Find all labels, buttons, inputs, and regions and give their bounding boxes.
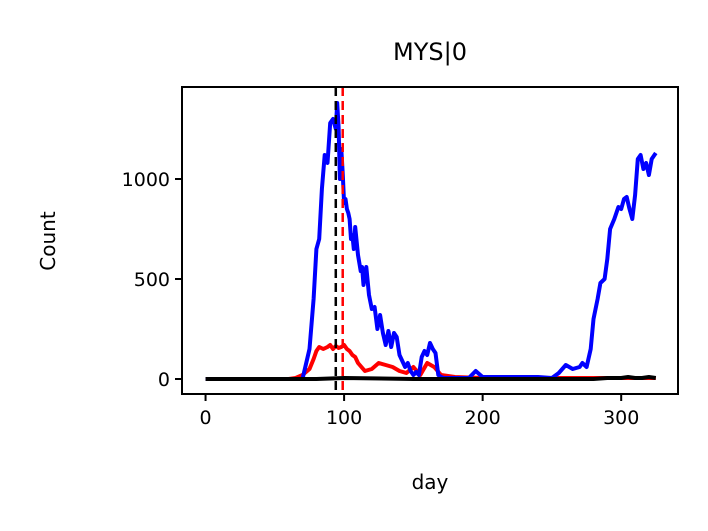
series-line-2 — [205, 375, 657, 381]
x-tick-label: 300 — [603, 407, 639, 429]
x-tick-label: 200 — [465, 407, 501, 429]
y-axis-ticks: 0 500 1000 — [122, 169, 182, 391]
x-tick-label: 100 — [326, 407, 362, 429]
x-axis-label: day — [412, 470, 449, 494]
x-axis-ticks: 0 100 200 300 — [200, 394, 639, 429]
series-line-0 — [205, 101, 658, 381]
plot-frame — [181, 86, 679, 395]
y-tick-label: 500 — [134, 269, 170, 291]
y-axis-label: Count — [36, 211, 60, 271]
y-tick-label: 0 — [158, 369, 170, 391]
plot-lines — [205, 87, 658, 394]
x-tick-label: 0 — [200, 407, 212, 429]
y-tick-label: 1000 — [122, 169, 170, 191]
chart-title: MYS|0 — [393, 38, 467, 66]
